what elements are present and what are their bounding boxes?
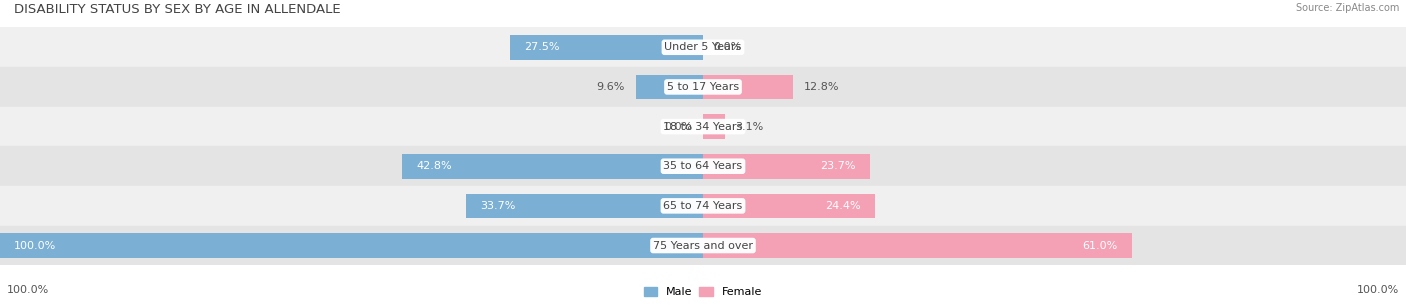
Bar — [0, 67, 1406, 107]
Bar — [509, 35, 703, 59]
Bar — [0, 186, 1406, 226]
Text: 33.7%: 33.7% — [481, 201, 516, 211]
Text: 23.7%: 23.7% — [820, 161, 855, 171]
Text: 75 Years and over: 75 Years and over — [652, 241, 754, 250]
Text: Under 5 Years: Under 5 Years — [665, 42, 741, 52]
Bar — [0, 146, 1406, 186]
Text: 3.1%: 3.1% — [735, 122, 763, 131]
Text: 100.0%: 100.0% — [7, 285, 49, 295]
Bar — [703, 154, 869, 178]
Bar — [0, 226, 1406, 265]
Text: 100.0%: 100.0% — [1357, 285, 1399, 295]
Text: 12.8%: 12.8% — [804, 82, 839, 92]
Text: 5 to 17 Years: 5 to 17 Years — [666, 82, 740, 92]
Bar — [703, 233, 1132, 258]
Bar — [703, 194, 875, 218]
Text: 42.8%: 42.8% — [416, 161, 451, 171]
Text: 0.0%: 0.0% — [713, 42, 742, 52]
Legend: Male, Female: Male, Female — [641, 285, 765, 300]
Bar — [636, 75, 703, 99]
Bar — [703, 75, 793, 99]
Bar — [465, 194, 703, 218]
Bar — [0, 233, 703, 258]
Text: 9.6%: 9.6% — [596, 82, 624, 92]
Text: 18 to 34 Years: 18 to 34 Years — [664, 122, 742, 131]
Text: 27.5%: 27.5% — [524, 42, 560, 52]
Text: 100.0%: 100.0% — [14, 241, 56, 250]
Text: 0.0%: 0.0% — [664, 122, 693, 131]
Text: 65 to 74 Years: 65 to 74 Years — [664, 201, 742, 211]
Text: 61.0%: 61.0% — [1083, 241, 1118, 250]
Text: 24.4%: 24.4% — [825, 201, 860, 211]
Bar — [0, 107, 1406, 146]
Bar — [402, 154, 703, 178]
Text: DISABILITY STATUS BY SEX BY AGE IN ALLENDALE: DISABILITY STATUS BY SEX BY AGE IN ALLEN… — [14, 3, 340, 16]
Text: Source: ZipAtlas.com: Source: ZipAtlas.com — [1295, 3, 1399, 13]
Bar — [0, 27, 1406, 67]
Bar — [703, 114, 725, 139]
Text: 35 to 64 Years: 35 to 64 Years — [664, 161, 742, 171]
